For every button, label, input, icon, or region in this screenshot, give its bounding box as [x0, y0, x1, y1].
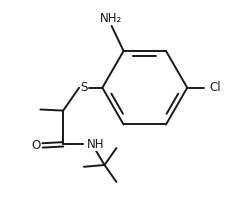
Text: NH: NH: [87, 138, 105, 151]
Text: NH₂: NH₂: [99, 12, 122, 25]
Text: O: O: [32, 139, 41, 152]
Text: Cl: Cl: [210, 81, 221, 94]
Text: S: S: [80, 81, 88, 94]
